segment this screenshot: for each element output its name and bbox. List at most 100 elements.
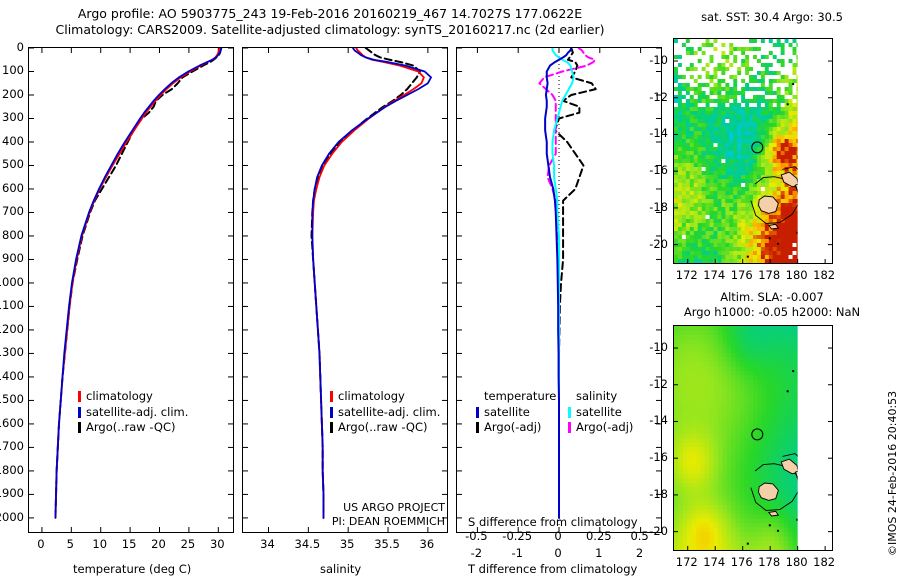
map-sla-title-line-1: Altim. SLA: -0.007 <box>720 290 824 304</box>
temperature-diff-tick-label: -1 <box>511 546 523 560</box>
depth-tick-label: 1200 <box>0 321 24 336</box>
legend-label: satellite <box>576 404 622 419</box>
map-sst-lat-label: -20 <box>649 236 668 251</box>
depth-tick-label: 1000 <box>0 274 24 289</box>
map-sla <box>673 325 833 551</box>
depth-tick-label: 1800 <box>0 462 24 477</box>
difference-plot-area <box>457 48 661 532</box>
map-sla-lat-label: -12 <box>649 376 668 391</box>
legend-label: Argo(..raw -QC) <box>86 420 176 434</box>
depth-tick-label: 2000 <box>0 509 24 524</box>
salinity-diff-tick-label: 0.25 <box>585 529 612 543</box>
depth-tick-label: 400 <box>2 133 24 148</box>
legend-swatch-climatology <box>330 391 333 403</box>
temperature-legend: climatology satellite-adj. clim. Argo(..… <box>78 389 188 436</box>
map-sla-canvas <box>674 326 832 550</box>
depth-tick-label: 1400 <box>0 368 24 383</box>
legend-swatch-satellite-adj <box>78 406 81 418</box>
depth-tick-label: 1600 <box>0 415 24 430</box>
map-sla-lat-label: -18 <box>649 486 668 501</box>
temperature-tick-label: 15 <box>121 537 137 551</box>
salinity-tick-label: 34.5 <box>294 537 321 551</box>
map-sla-lat-label: -10 <box>649 340 668 355</box>
legend-item: Argo(-adj) <box>568 420 633 436</box>
map-sla-lat-label: -14 <box>649 413 668 428</box>
salinity-diff-tick-label: -0.5 <box>465 529 488 543</box>
map-sst-lon-label: 174 <box>703 268 726 282</box>
salinity-legend: climatology satellite-adj. clim. Argo(..… <box>330 389 440 436</box>
map-sla-title-line-2: Argo h1000: -0.05 h2000: NaN <box>683 305 861 319</box>
salinity-plot-area <box>243 48 447 532</box>
panel-difference <box>456 47 662 533</box>
map-sla-lon-label: 180 <box>785 555 808 569</box>
salinity-diff-tick-label: 0 <box>554 529 562 543</box>
map-sla-lon-label: 176 <box>730 555 753 569</box>
title-line-2: Climatology: CARS2009. Satellite-adjuste… <box>55 22 605 37</box>
legend-swatch-sal-satellite <box>568 406 571 418</box>
map-sst-lon-label: 172 <box>675 268 698 282</box>
temperature-diff-tick-label: 0 <box>554 546 562 560</box>
map-sst-lon-label: 182 <box>813 268 836 282</box>
temperature-plot-area <box>29 48 233 532</box>
difference-legend-temperature: temperature satellite Argo(-adj) <box>476 389 556 436</box>
map-sla-lon-label: 178 <box>758 555 781 569</box>
salinity-tick-label: 35 <box>339 537 355 551</box>
copyright-label: ©IMOS 24-Feb-2016 20:40:53 <box>886 390 899 556</box>
temperature-tick-label: 25 <box>180 537 196 551</box>
temperature-tick-label: 20 <box>151 537 166 551</box>
panel-temperature <box>28 47 234 533</box>
depth-tick-label: 200 <box>2 86 24 101</box>
map-sst-lat-label: -14 <box>649 126 668 141</box>
difference-legend-salinity: salinity satellite Argo(-adj) <box>568 389 633 436</box>
legend-swatch-argo <box>330 422 333 434</box>
legend-label: Argo(..raw -QC) <box>338 420 428 434</box>
legend-swatch-argo <box>78 422 81 434</box>
depth-tick-label: 0 <box>16 40 24 54</box>
legend-header: temperature <box>476 389 556 405</box>
temperature-xlabel: temperature (deg C) <box>73 562 192 576</box>
difference-xlabel-salinity: S difference from climatology <box>468 515 638 529</box>
project-credit-line-1: US ARGO PROJECT <box>343 501 445 514</box>
temperature-diff-tick-label: -2 <box>470 546 483 560</box>
temperature-diff-tick-label: 1 <box>595 546 603 560</box>
project-credit-line-2: PI: DEAN ROEMMICH <box>331 515 445 528</box>
legend-swatch-temp-satellite <box>476 406 479 418</box>
legend-item: climatology <box>78 389 188 405</box>
legend-header: salinity <box>568 389 633 405</box>
depth-tick-label: 600 <box>2 180 24 195</box>
map-sst <box>673 38 833 264</box>
legend-label: climatology <box>86 389 153 403</box>
legend-swatch-satellite-adj <box>330 406 333 418</box>
panel-salinity <box>242 47 448 533</box>
difference-xlabel-temperature: T difference from climatology <box>468 562 638 576</box>
map-sla-lat-label: -16 <box>649 450 668 465</box>
legend-label: climatology <box>338 389 405 403</box>
map-sst-lat-label: -18 <box>649 199 668 214</box>
project-credit: US ARGO PROJECT PI: DEAN ROEMMICH <box>327 501 445 529</box>
temperature-tick-label: 5 <box>66 537 74 551</box>
map-sst-lon-label: 176 <box>730 268 753 282</box>
map-sla-lat-label: -20 <box>649 523 668 538</box>
legend-label: satellite <box>484 404 530 419</box>
legend-header-label: temperature <box>484 389 557 403</box>
map-sst-lon-label: 178 <box>758 268 781 282</box>
legend-label: satellite-adj. clim. <box>338 404 441 419</box>
temperature-tick-label: 10 <box>92 537 108 551</box>
depth-tick-label: 1500 <box>0 392 24 407</box>
temperature-diff-tick-label: 2 <box>635 546 644 560</box>
legend-header-label: salinity <box>576 389 618 403</box>
depth-tick-label: 1300 <box>0 345 24 360</box>
depth-tick-label: 100 <box>2 63 24 78</box>
map-sst-lon-label: 180 <box>785 268 808 282</box>
figure-title: Argo profile: AO 5903775_243 19-Feb-2016… <box>0 6 660 38</box>
salinity-xlabel: salinity <box>320 562 362 576</box>
depth-tick-label: 500 <box>2 157 24 172</box>
temperature-tick-label: 0 <box>37 537 45 551</box>
map-sla-lon-label: 172 <box>675 555 698 569</box>
legend-label: satellite-adj. clim. <box>86 404 189 419</box>
depth-tick-label: 900 <box>2 251 24 266</box>
legend-swatch-sal-argo <box>568 422 571 434</box>
legend-item: Argo(-adj) <box>476 420 556 436</box>
legend-item: satellite <box>476 405 556 421</box>
